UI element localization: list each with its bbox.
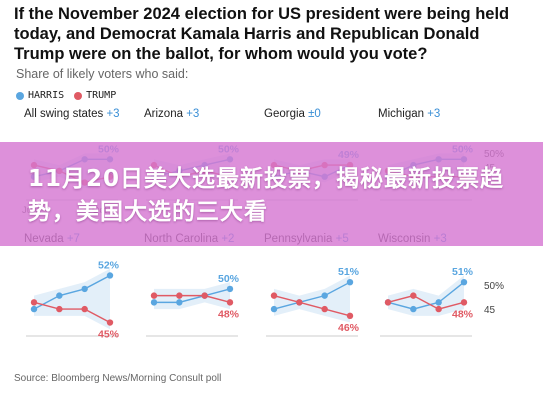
- y-tick-label: 50%: [484, 281, 504, 292]
- trump-point: [296, 299, 303, 306]
- subtitle: Share of likely voters who said:: [16, 67, 189, 81]
- trump-line: [33, 301, 111, 324]
- panel-delta: +3: [427, 108, 440, 120]
- panel-north-carolina: North Carolina +250%48%: [144, 233, 240, 337]
- trump-end-label: 48%: [452, 308, 474, 320]
- trump-point: [201, 292, 208, 299]
- panel-title: Arizona +3: [144, 108, 199, 120]
- panel-title: Michigan +3: [378, 108, 440, 120]
- harris-line: [387, 281, 465, 310]
- overlay-banner: [0, 142, 543, 246]
- trump-end-label: 45%: [98, 329, 120, 341]
- panel-delta: ±0: [308, 108, 321, 120]
- panel-delta: +3: [106, 108, 119, 120]
- trump-point: [321, 305, 328, 313]
- harris-point: [321, 292, 328, 299]
- harris-dot-icon: [16, 91, 24, 100]
- harris-end-label: 51%: [338, 266, 360, 278]
- trump-point: [346, 312, 354, 320]
- trump-end-label: 48%: [218, 308, 240, 320]
- panel-title: All swing states +3: [24, 108, 120, 120]
- trump-point: [226, 299, 234, 306]
- legend-label-trump: TRUMP: [86, 90, 117, 101]
- harris-point: [81, 285, 88, 293]
- harris-end-label: 50%: [218, 273, 240, 285]
- harris-end-label: 51%: [452, 266, 474, 278]
- trump-line: [387, 294, 465, 310]
- headline: If the November 2024 election for US pre…: [14, 5, 510, 63]
- legend-label-harris: HARRIS: [28, 90, 65, 101]
- trump-line: [273, 294, 351, 317]
- harris-point: [270, 305, 278, 313]
- trump-point: [56, 305, 63, 313]
- trump-line: [154, 294, 231, 304]
- legend: HARRIS TRUMP: [16, 90, 116, 101]
- trump-point: [106, 319, 114, 326]
- trump-point: [460, 299, 468, 306]
- trump-point: [81, 305, 88, 313]
- trump-dot-icon: [74, 91, 83, 100]
- panel-title: Georgia ±0: [264, 108, 321, 120]
- source-note: Source: Bloomberg News/Morning Consult p…: [14, 373, 222, 384]
- panel-delta: +3: [186, 108, 199, 120]
- trump-point: [410, 292, 417, 299]
- legend-item-harris: HARRIS: [16, 90, 64, 101]
- y-tick-label: 45: [484, 305, 496, 316]
- harris-point: [106, 272, 114, 279]
- harris-point: [435, 299, 442, 306]
- harris-point: [346, 278, 354, 286]
- panel-pennsylvania: Pennsylvania +551%46%: [264, 233, 360, 337]
- harris-point: [460, 278, 468, 286]
- harris-end-label: 52%: [98, 259, 120, 271]
- panel-nevada: Nevada +752%45%: [24, 233, 120, 341]
- trump-end-label: 46%: [338, 322, 360, 334]
- overlay-banner-text: 11月20日美大选最新投票，揭秘最新投票趋势，美国大选的三大看: [28, 166, 505, 225]
- harris-point: [150, 299, 158, 306]
- margin-band: [388, 275, 464, 316]
- trump-point: [384, 299, 392, 306]
- margin-band: [34, 268, 110, 330]
- harris-line: [273, 281, 351, 310]
- harris-point: [176, 299, 183, 306]
- trump-point: [30, 299, 38, 306]
- harris-line: [154, 288, 231, 304]
- harris-point: [30, 305, 38, 313]
- legend-item-trump: TRUMP: [74, 90, 116, 101]
- trump-point: [435, 305, 442, 313]
- harris-point: [410, 305, 417, 313]
- harris-point: [226, 285, 234, 293]
- harris-line: [33, 274, 111, 310]
- trump-point: [150, 292, 158, 299]
- harris-point: [56, 292, 63, 299]
- panel-wisconsin: Wisconsin +351%48%50%45: [378, 233, 504, 337]
- trump-point: [176, 292, 183, 299]
- trump-point: [270, 292, 278, 299]
